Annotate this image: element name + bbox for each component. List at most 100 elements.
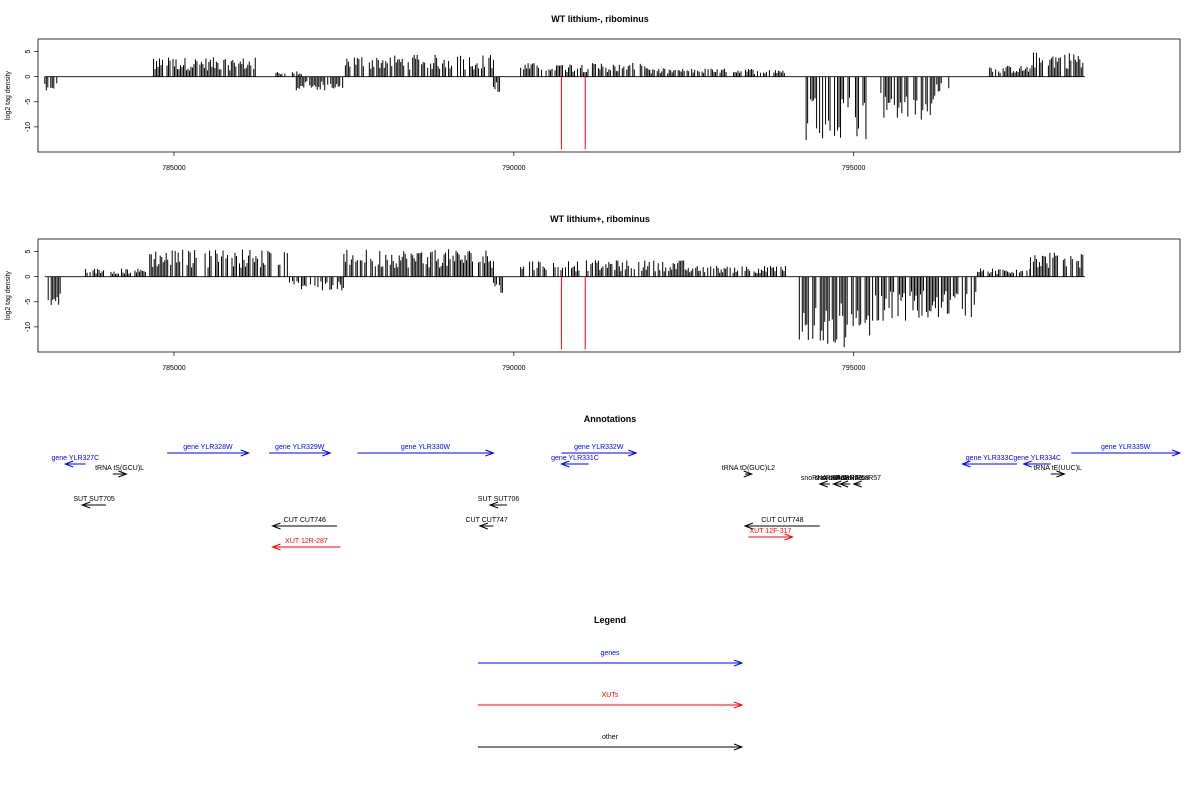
legend-arrow	[478, 743, 744, 751]
y-tick-label: -5	[25, 99, 32, 105]
arrow-head	[240, 449, 251, 457]
annotation-label: CUT CUT747	[466, 517, 508, 524]
arrow-head	[743, 470, 754, 478]
y-axis-label: log2 tag density	[5, 270, 12, 320]
arrow-head	[488, 501, 499, 509]
chart-title: WT lithium+, ribominus	[550, 214, 650, 224]
annotation-label: CUT CUT748	[761, 517, 803, 524]
y-tick-label: 0	[25, 75, 32, 79]
arrow-head	[852, 480, 862, 488]
arrow-head	[838, 480, 849, 488]
annotation-label: tRNA tD(GUC)L2	[722, 465, 775, 472]
annotation-label: gene YLR330W	[401, 444, 451, 451]
annotation-label: gene YLR335W	[1101, 444, 1151, 451]
chart-title: WT lithium-, ribominus	[551, 14, 649, 24]
x-tick-label: 785000	[162, 365, 185, 372]
annotation-label: gene YLR329W	[275, 444, 325, 451]
annotation-arrow	[357, 449, 495, 457]
annotation-arrow	[1022, 460, 1051, 468]
annotation-arrow	[852, 480, 862, 488]
density-bars	[47, 249, 1084, 348]
legend-label: XUTs	[602, 692, 619, 699]
annotation-label: tRNA tE(UUC)L	[1033, 465, 1082, 472]
annotation-arrow	[743, 470, 754, 478]
x-tick-label: 790000	[502, 365, 525, 372]
legend-label: genes	[600, 650, 620, 657]
annotation-arrow	[167, 449, 251, 457]
annotation-arrow	[561, 449, 638, 457]
annotation-label: snoRNA snR59	[814, 475, 862, 482]
annotation-arrow	[743, 522, 820, 530]
annotation-arrow	[818, 480, 830, 488]
arrow-head	[733, 743, 744, 751]
arrow-head	[271, 522, 281, 530]
annotation-arrow	[748, 533, 794, 541]
arrow-head	[478, 522, 489, 530]
annotation-arrow	[961, 460, 1017, 468]
annotations-title: Annotations	[584, 414, 637, 424]
y-tick-label: -10	[25, 122, 32, 132]
y-tick-label: -10	[25, 322, 32, 332]
arrow-head	[322, 449, 332, 457]
track-lithium-plus: WT lithium+, ribominus 5 0 -5 -10 log2 tag de…	[5, 214, 1181, 372]
annotation-label: CUT CUT746	[284, 517, 326, 524]
annotation-arrow	[80, 501, 106, 509]
annotation-label: gene YLR327C	[52, 455, 100, 462]
legend-label: other	[602, 734, 619, 741]
arrow-head	[743, 522, 754, 530]
arrow-head	[818, 480, 828, 488]
annotation-label: snoRNA snR38	[801, 475, 849, 482]
arrow-head	[80, 501, 91, 509]
legend-arrow	[478, 701, 744, 709]
annotation-label: snoRNA snR58	[821, 475, 869, 482]
arrow-head	[733, 701, 744, 709]
annotation-label: snoRNA snR57	[833, 475, 881, 482]
density-bars	[44, 52, 1084, 141]
legend-title: Legend	[594, 615, 626, 625]
annotation-label: gene YLR328W	[183, 444, 233, 451]
annotation-label: tRNA tS(GCU)L	[95, 465, 144, 472]
annotation-label: XUT 12F-317	[749, 528, 791, 535]
arrow-head	[271, 543, 281, 551]
arrow-head	[784, 533, 794, 541]
annotation-label: gene YLR332W	[574, 444, 624, 451]
arrow-head	[559, 460, 570, 468]
annotation-arrow	[112, 470, 128, 478]
annotation-label: gene YLR334C	[1013, 455, 1061, 462]
arrow-head	[733, 659, 744, 667]
x-tick-label: 790000	[502, 165, 525, 172]
annotation-arrow	[478, 522, 494, 530]
arrow-head	[1022, 460, 1032, 468]
annotations-panel: Annotations gene YLR327C gene YLR328W gene …	[52, 414, 1182, 551]
annotation-arrow	[63, 460, 86, 468]
annotation-arrow	[269, 449, 332, 457]
annotation-label: SUT SUT706	[478, 496, 520, 503]
annotation-arrow	[271, 522, 338, 530]
annotation-label: gene YLR331C	[551, 455, 599, 462]
annotation-arrow	[559, 460, 589, 468]
legend-arrow	[478, 659, 744, 667]
plot-frame	[37, 38, 1181, 153]
y-tick-label: -5	[25, 299, 32, 305]
x-tick-label: 785000	[162, 165, 185, 172]
annotation-arrow	[1071, 449, 1182, 457]
y-tick-label: 5	[25, 250, 32, 254]
plot-frame	[37, 238, 1181, 353]
y-tick-label: 0	[25, 275, 32, 279]
arrow-head	[485, 449, 495, 457]
annotation-arrow	[838, 480, 851, 488]
arrow-head	[118, 470, 128, 478]
annotation-arrow	[271, 543, 341, 551]
arrow-head	[961, 460, 971, 468]
arrow-head	[1056, 470, 1066, 478]
x-tick-label: 795000	[842, 365, 865, 372]
arrow-head	[1171, 449, 1182, 457]
legend-panel: Legend genes XUTs other	[478, 615, 744, 751]
annotation-arrow	[1050, 470, 1066, 478]
annotation-label: XUT 12R-287	[285, 538, 328, 545]
annotation-label: SUT SUT705	[73, 496, 115, 503]
x-tick-label: 795000	[842, 165, 865, 172]
annotation-label: gene YLR333C	[966, 455, 1014, 462]
y-axis-label: log2 tag density	[5, 70, 12, 120]
